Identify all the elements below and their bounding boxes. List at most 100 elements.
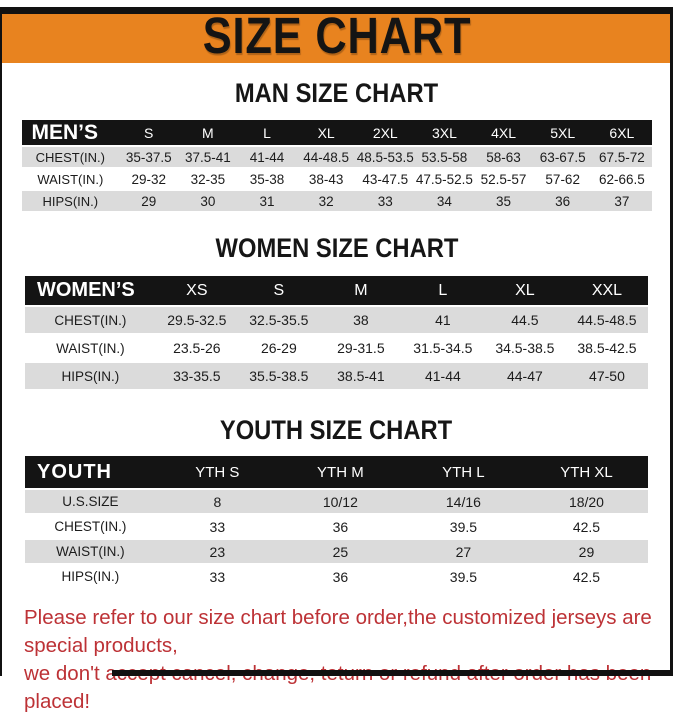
size-value: 62-66.5 bbox=[598, 171, 645, 187]
size-value: 42.5 bbox=[572, 518, 601, 535]
size-value: 57-62 bbox=[545, 171, 580, 187]
size-value: 33-35.5 bbox=[173, 368, 221, 384]
size-column-header: YTH XL bbox=[524, 456, 648, 490]
size-column-header: 6XL bbox=[592, 120, 652, 147]
size-value: 33 bbox=[209, 518, 226, 535]
size-value: 35.5-38.5 bbox=[249, 368, 309, 384]
table-title-cell: YOUTH bbox=[25, 456, 156, 490]
size-value: 38-43 bbox=[308, 171, 344, 187]
size-value: 25 bbox=[332, 543, 349, 560]
frame-top-bar bbox=[0, 7, 673, 14]
size-value: 30 bbox=[200, 193, 216, 209]
size-value: 35 bbox=[496, 193, 512, 209]
size-column-header: M bbox=[319, 276, 402, 307]
size-column-header: YTH L bbox=[401, 456, 525, 490]
size-column-header: XL bbox=[483, 276, 566, 307]
row-label: WAIST(IN.) bbox=[37, 171, 104, 187]
size-value: 63-67.5 bbox=[539, 149, 586, 165]
size-column-header: 5XL bbox=[533, 120, 593, 147]
size-value: 39.5 bbox=[449, 518, 478, 535]
table-row: HIPS(IN.) 33 36 39.5 42.5 bbox=[25, 564, 648, 589]
size-value: 41-44 bbox=[249, 149, 285, 165]
size-value: 36 bbox=[332, 568, 349, 585]
size-value: 29.5-32.5 bbox=[167, 312, 227, 328]
size-value: 47.5-52.5 bbox=[415, 171, 473, 187]
size-value: 41-44 bbox=[424, 368, 461, 384]
page-title: SIZE CHART bbox=[202, 6, 471, 64]
row-label: CHEST(IN.) bbox=[54, 312, 127, 328]
size-column-header: L bbox=[237, 120, 297, 147]
size-column-header: 3XL bbox=[414, 120, 474, 147]
size-value: 34.5-38.5 bbox=[495, 340, 555, 356]
size-value: 43-47.5 bbox=[362, 171, 409, 187]
women-size-table: WOMEN’S XS S M L XL XXL CHEST(IN.) 29.5-32.5 32.… bbox=[25, 276, 648, 391]
size-value: 36 bbox=[332, 518, 349, 535]
size-column-header: YTH S bbox=[155, 456, 279, 490]
table-row: CHEST(IN.) 33 36 39.5 42.5 bbox=[25, 514, 648, 539]
row-label: HIPS(IN.) bbox=[42, 193, 99, 209]
row-label: WAIST(IN.) bbox=[56, 544, 125, 559]
size-value: 35-38 bbox=[249, 171, 285, 187]
size-value: 38.5-41 bbox=[337, 368, 385, 384]
size-column-header: S bbox=[237, 276, 320, 307]
size-value: 29 bbox=[578, 543, 595, 560]
table-row: HIPS(IN.) 29 30 31 32 33 34 35 36 37 bbox=[21, 190, 652, 212]
size-value: 33 bbox=[377, 193, 393, 209]
size-value: 44-47 bbox=[506, 368, 543, 384]
size-value: 52.5-57 bbox=[480, 171, 527, 187]
youth-size-table: YOUTH YTH S YTH M YTH L YTH XL U.S.SIZE 8 10/1… bbox=[25, 456, 648, 590]
row-label: HIPS(IN.) bbox=[61, 368, 120, 384]
size-value: 34 bbox=[436, 193, 452, 209]
table-header-row: MEN’S S M L XL 2XL 3XL 4XL 5XL 6XL bbox=[21, 120, 652, 147]
size-value: 37.5-41 bbox=[184, 149, 231, 165]
size-column-header: XL bbox=[296, 120, 356, 147]
size-column-header: M bbox=[178, 120, 238, 147]
size-value: 14/16 bbox=[445, 493, 481, 510]
size-value: 23.5-26 bbox=[173, 340, 221, 356]
table-row: CHEST(IN.) 29.5-32.5 32.5-35.5 38 41 44.5 44.5… bbox=[25, 306, 648, 334]
size-column-header: YTH M bbox=[278, 456, 402, 490]
size-value: 44.5 bbox=[511, 312, 539, 328]
size-value: 33 bbox=[209, 568, 226, 585]
size-value: 29-31.5 bbox=[337, 340, 385, 356]
frame-left-border bbox=[0, 7, 2, 676]
row-label: WAIST(IN.) bbox=[56, 340, 125, 356]
size-column-header: 2XL bbox=[355, 120, 415, 147]
size-value: 8 bbox=[213, 493, 222, 510]
section-heading-man: MAN SIZE CHART bbox=[234, 78, 439, 108]
size-value: 32.5-35.5 bbox=[249, 312, 309, 328]
size-value: 31 bbox=[259, 193, 275, 209]
size-value: 32-35 bbox=[190, 171, 226, 187]
men-size-table: MEN’S S M L XL 2XL 3XL 4XL 5XL 6XL CHEST(IN.) 35-3… bbox=[21, 120, 652, 213]
size-value: 32 bbox=[318, 193, 334, 209]
size-column-header: XXL bbox=[565, 276, 648, 307]
size-column-header: S bbox=[119, 120, 179, 147]
size-value: 27 bbox=[455, 543, 472, 560]
disclaimer-line-1: Please refer to our size chart before or… bbox=[24, 606, 652, 657]
size-value: 47-50 bbox=[589, 368, 625, 384]
table-row: HIPS(IN.) 33-35.5 35.5-38.5 38.5-41 41-44 44-… bbox=[25, 362, 648, 390]
size-column-header: XS bbox=[155, 276, 238, 307]
size-value: 44.5-48.5 bbox=[577, 312, 637, 328]
size-value: 41 bbox=[435, 312, 451, 328]
size-value: 23 bbox=[209, 543, 226, 560]
size-value: 31.5-34.5 bbox=[413, 340, 473, 356]
size-value: 29-32 bbox=[131, 171, 166, 187]
table-title-cell: MEN’S bbox=[21, 120, 120, 147]
frame-bottom-bar bbox=[112, 670, 673, 676]
size-value: 67.5-72 bbox=[598, 149, 645, 165]
row-label: HIPS(IN.) bbox=[61, 569, 120, 584]
section-heading-youth: YOUTH SIZE CHART bbox=[220, 415, 453, 445]
table-header-row: WOMEN’S XS S M L XL XXL bbox=[25, 276, 648, 307]
size-value: 58-63 bbox=[486, 149, 521, 165]
size-column-header: 4XL bbox=[473, 120, 534, 147]
order-disclaimer: Please refer to our size chart before or… bbox=[24, 604, 663, 716]
table-title-cell: WOMEN’S bbox=[25, 276, 156, 307]
size-value: 29 bbox=[141, 193, 157, 209]
row-label: U.S.SIZE bbox=[62, 494, 119, 509]
size-value: 35-37.5 bbox=[125, 149, 172, 165]
size-value: 53.5-58 bbox=[421, 149, 468, 165]
table-row: WAIST(IN.) 23.5-26 26-29 29-31.5 31.5-34.5 34… bbox=[25, 334, 648, 362]
size-column-header: L bbox=[401, 276, 484, 307]
row-label: CHEST(IN.) bbox=[54, 519, 127, 534]
